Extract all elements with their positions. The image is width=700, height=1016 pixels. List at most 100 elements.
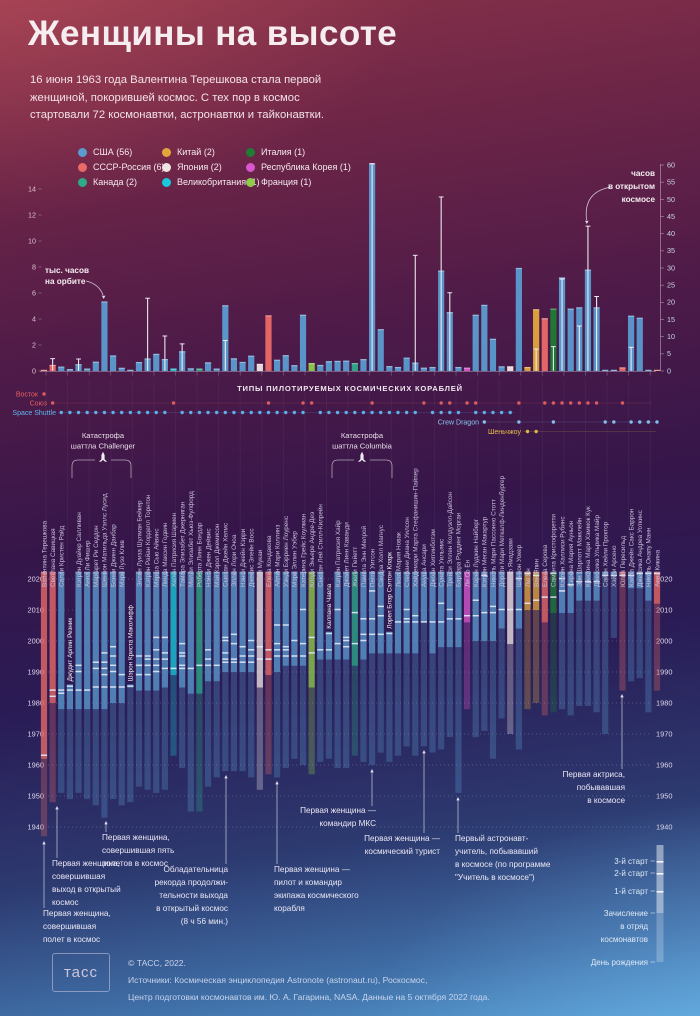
ship-dot-shuttle: [94, 410, 98, 415]
life-bar-career: [481, 571, 488, 641]
flight-start-tick: [222, 661, 229, 663]
name-label: Ли Со Ён: [463, 559, 471, 587]
life-bar-career: [377, 571, 384, 654]
flight-start-tick: [161, 652, 168, 654]
life-bar-career: [161, 571, 168, 688]
life-bar-career: [438, 571, 445, 648]
flight-start-tick: [239, 645, 246, 648]
ship-dot-dragon: [603, 420, 607, 424]
life-bar-pre: [368, 653, 376, 765]
catastrophe-caption: Катастрофа: [82, 431, 125, 440]
name-label: Эллен Луиза Шулман Бейкер: [135, 500, 143, 587]
legend-dot-china: [162, 147, 171, 157]
life-bar-pre: [653, 603, 661, 691]
flight-start-tick: [515, 577, 522, 580]
annotation-text: полет в космос: [43, 935, 100, 944]
life-bar-career: [420, 571, 427, 623]
flight-start-tick: [179, 664, 186, 667]
orbit-bar-cap: [455, 366, 462, 369]
orbit-bar-cap: [420, 367, 427, 369]
names: Валентина Терешкова Светлана Савицкая Салл…: [41, 468, 661, 682]
ship-types: ТИПЫ ПИЛОТИРУЕМЫХ КОСМИЧЕСКИХ КОРАБЛЕЙ Во…: [12, 384, 659, 436]
name-label: Анна Кикина: [654, 549, 661, 587]
life-bar-cap: [602, 571, 609, 574]
life-bar-pre: [58, 709, 65, 793]
legend-dot-japan: [162, 162, 171, 172]
flight-start-tick: [412, 614, 419, 617]
flight-start-tick: [265, 658, 272, 660]
annotation-text: совершившая: [43, 922, 96, 931]
orbit-bar: [351, 363, 358, 371]
catastrophe-caption: шаттла Columbia: [332, 442, 393, 451]
ship-dot-shenzhou: [534, 429, 538, 434]
flight-start-tick: [368, 618, 376, 620]
orbit-bar-cap: [299, 314, 307, 316]
year-label-left: 1970: [28, 730, 44, 739]
life-bar-pre: [463, 622, 471, 710]
name-label: Николь Мари Пассонно Стотт: [490, 499, 497, 587]
life-bar-pre: [187, 693, 194, 812]
year-label-left: 1960: [28, 761, 44, 770]
flight-start-tick: [66, 689, 74, 691]
orbit-bar-cap: [481, 304, 488, 307]
life-bar-cap: [533, 571, 540, 574]
life-bar-cap: [438, 571, 445, 574]
life-bar-career: [153, 571, 160, 691]
name-label: Ван Япин: [533, 558, 540, 587]
name-label: Шеннон Уокер: [516, 544, 523, 587]
life-bar-cap: [265, 571, 272, 574]
ship-dot-shuttle: [163, 410, 167, 415]
ship-row-label-soyuz: Союз: [30, 400, 47, 407]
name-label: Тамара Элизабет Джерниган: [178, 501, 186, 587]
life-bar-pre: [92, 709, 99, 806]
flight-start-tick: [187, 667, 194, 670]
orbit-bar: [498, 366, 505, 371]
orbit-bar-cap: [230, 358, 238, 360]
life-bar-cap: [204, 571, 212, 574]
life-bar-pre: [118, 703, 125, 806]
life-bar-cap: [481, 571, 488, 574]
life-bar-pre: [515, 628, 522, 750]
name-label: Кэтлин Халлиси Рубинс: [558, 516, 566, 587]
life-bar-cap: [472, 571, 479, 574]
name-label: Сунита Уильямс: [438, 539, 445, 587]
orbit-bar-cap: [429, 366, 436, 369]
legend-item-japan: Япония (2): [162, 162, 222, 172]
year-label-right: 1970: [656, 730, 672, 739]
life-bar-pre: [308, 687, 315, 775]
flight-start-tick: [153, 670, 160, 673]
orbit-bar-cap: [66, 369, 74, 371]
life-bar-cap: [153, 571, 160, 574]
annotation-text: Первая женщина,: [52, 859, 120, 868]
right-axis-tick: 10: [667, 332, 675, 341]
orbit-bar-cap: [92, 361, 99, 363]
bar-anatomy-label: 3-й старт: [614, 857, 648, 866]
life-bar-cap: [619, 571, 626, 574]
life-bar-pre: [455, 647, 462, 793]
flight-start-tick: [282, 655, 289, 657]
life-bar-career: [179, 571, 186, 688]
life-bar-career: [196, 571, 203, 694]
annotation-text: космос: [52, 898, 79, 907]
ship-dot-shuttle: [154, 410, 158, 415]
flight-start-tick: [265, 649, 272, 651]
orbit-bar: [636, 317, 643, 371]
life-bar-pre: [481, 641, 488, 731]
right-axis-tick: 40: [667, 229, 675, 238]
life-bar-career: [144, 571, 151, 691]
flight-start-tick: [507, 608, 514, 611]
orbit-bar: [394, 366, 402, 371]
life-bar-career: [550, 571, 557, 614]
orbit-bar-cap: [196, 368, 203, 370]
life-bar-career: [274, 571, 281, 672]
life-bar-career: [533, 571, 540, 610]
legend-item-france: Франция (1): [246, 177, 311, 187]
life-bar-pre: [265, 675, 272, 775]
flight-start-tick: [403, 608, 410, 611]
orbit-bar: [222, 305, 229, 371]
flight-start-tick: [533, 599, 540, 601]
year-label-left: 1980: [28, 699, 44, 708]
name-label: Наоко Ямадзаки: [508, 538, 515, 587]
life-bar-cap: [170, 571, 177, 574]
orbit-bar-cap: [204, 362, 212, 364]
